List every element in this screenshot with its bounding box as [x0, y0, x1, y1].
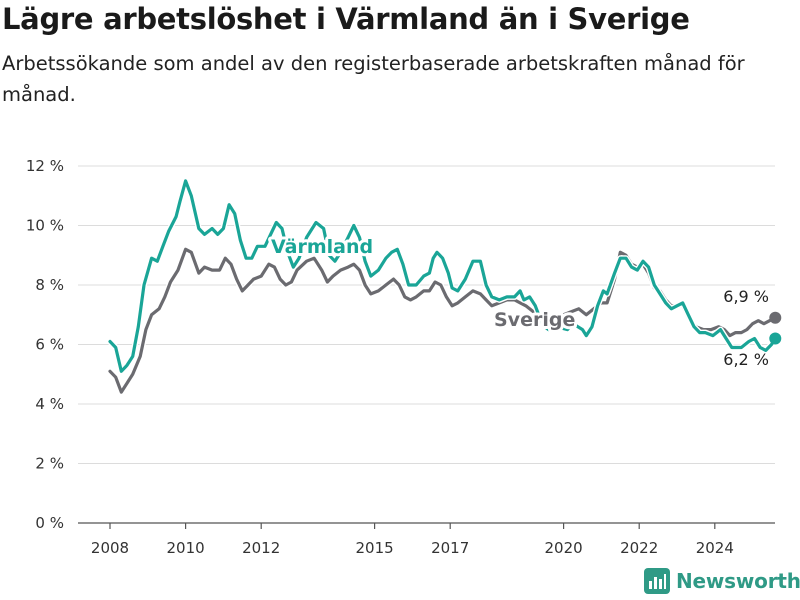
y-tick-label: 6 %	[35, 336, 64, 354]
x-tick-label: 2020	[545, 539, 583, 557]
series-label-sverige: Sverige	[494, 309, 575, 331]
end-point-varmland	[769, 332, 782, 345]
y-tick-label: 12 %	[26, 157, 64, 175]
chart-title: Lägre arbetslöshet i Värmland än i Sveri…	[2, 2, 690, 36]
y-tick-label: 0 %	[35, 514, 64, 532]
y-axis: 0 % 2 % 4 % 6 % 8 % 10 % 12 %	[26, 157, 64, 532]
x-tick-label: 2024	[696, 539, 734, 557]
y-tick-label: 4 %	[35, 395, 64, 413]
grid-lines	[78, 165, 775, 524]
end-label-varmland: 6,2 %	[723, 350, 769, 369]
y-tick-label: 8 %	[35, 276, 64, 294]
x-tick-label: 2010	[167, 539, 205, 557]
x-tick-label: 2017	[431, 539, 469, 557]
bar-chart-logo-icon	[644, 568, 670, 594]
x-tick-label: 2008	[91, 539, 129, 557]
series-line-sverige	[108, 247, 777, 394]
series-label-sverige-halo: Sverige	[494, 309, 575, 331]
y-tick-label: 10 %	[26, 217, 64, 235]
chart-subtitle: Arbetssökande som andel av den registerb…	[2, 52, 745, 106]
series-label-varmland: Värmland	[271, 236, 373, 258]
series	[107, 177, 782, 396]
end-label-sverige: 6,9 %	[723, 287, 769, 306]
newsworthy-logo[interactable]: Newsworthy	[644, 568, 800, 594]
end-point-sverige	[769, 311, 782, 324]
logo-text: Newsworthy	[676, 569, 800, 593]
y-tick-label: 2 %	[35, 455, 64, 473]
series-label-varmland-halo: Värmland	[271, 236, 373, 258]
series-line-varmland	[108, 179, 777, 373]
x-tick-label: 2015	[356, 539, 394, 557]
x-tick-label: 2012	[242, 539, 280, 557]
x-axis: 2008 2010 2012 2015 2017 2020 2022 2024	[78, 522, 775, 557]
x-tick-label: 2022	[620, 539, 658, 557]
series-halo	[107, 177, 779, 375]
